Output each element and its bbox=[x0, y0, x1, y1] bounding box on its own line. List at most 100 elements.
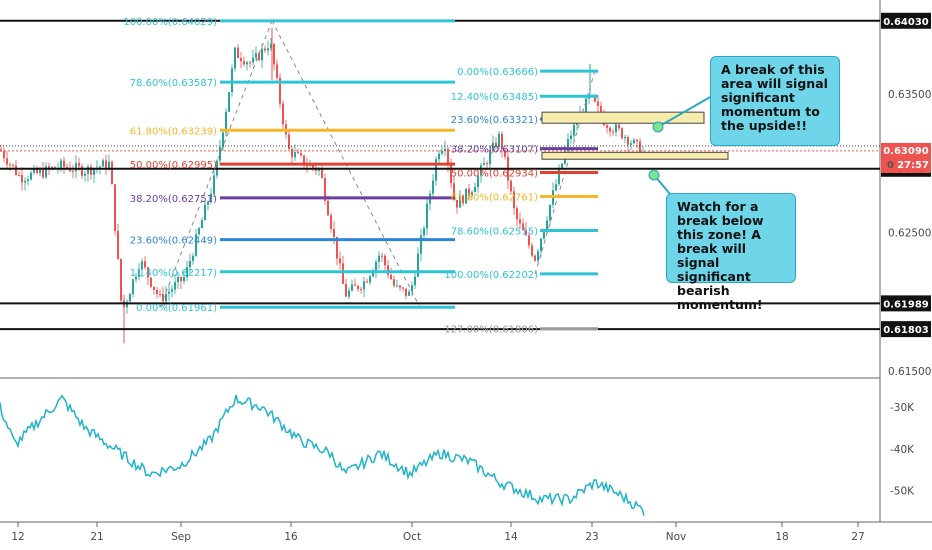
candle-body bbox=[147, 267, 149, 278]
price-axis-tick: 0.62500 bbox=[888, 228, 931, 240]
current-price-tag: 0.63090 bbox=[883, 146, 929, 157]
candle-body bbox=[609, 127, 611, 132]
candle-body bbox=[276, 64, 278, 78]
candle-body bbox=[222, 132, 224, 148]
candle-body bbox=[540, 238, 542, 252]
x-axis-tick: 21 bbox=[90, 531, 103, 543]
candle-body bbox=[630, 143, 632, 145]
candle-body bbox=[303, 155, 305, 166]
price-tag-bg bbox=[881, 321, 931, 338]
fib-level-label: 50.00%(0.62934) bbox=[451, 169, 538, 180]
candle-body bbox=[246, 62, 248, 65]
candle-body bbox=[210, 193, 212, 202]
candle-body bbox=[258, 53, 260, 61]
partial-price-tag: 0 bbox=[887, 160, 894, 171]
candle-body bbox=[231, 68, 233, 93]
candle-body bbox=[180, 277, 182, 282]
candle-body bbox=[129, 294, 131, 302]
candle-body bbox=[336, 236, 338, 259]
fib-level-label: 0.00%(0.61961) bbox=[136, 303, 217, 314]
candle-body bbox=[372, 271, 374, 277]
fib-level-label: 61.80%(0.63239) bbox=[130, 126, 217, 137]
candle-body bbox=[408, 291, 410, 296]
candle-body bbox=[546, 220, 548, 230]
candle-body bbox=[618, 124, 620, 129]
candle-body bbox=[126, 301, 128, 308]
candle-body bbox=[594, 95, 596, 102]
price-tag: 0.64030 bbox=[883, 17, 929, 28]
fib-level-label: 23.60%(0.63321) bbox=[451, 115, 538, 126]
candle-body bbox=[606, 125, 608, 128]
candle-body bbox=[477, 175, 479, 187]
candle-body bbox=[87, 166, 89, 174]
candle-body bbox=[72, 171, 74, 173]
fib-level-label: 50.00%(0.62995) bbox=[130, 160, 217, 171]
candle-body bbox=[255, 53, 257, 58]
candle-body bbox=[627, 136, 629, 145]
candle-body bbox=[111, 161, 113, 185]
candle-body bbox=[414, 276, 416, 286]
candle-body bbox=[495, 142, 497, 148]
candle-body bbox=[570, 135, 572, 140]
candle-body bbox=[354, 284, 356, 286]
candle-body bbox=[120, 258, 122, 301]
candle-body bbox=[264, 48, 266, 51]
candle-body bbox=[597, 101, 599, 106]
callout-pointer bbox=[657, 95, 713, 128]
price-tag: 0.61803 bbox=[883, 325, 929, 336]
fib-level-label: 100.00%(0.64029) bbox=[123, 17, 217, 28]
candle-body bbox=[33, 168, 35, 173]
candle-body bbox=[114, 184, 116, 231]
candle-body bbox=[558, 168, 560, 185]
candle-body bbox=[393, 279, 395, 286]
candle-body bbox=[360, 289, 362, 291]
x-axis-tick: 16 bbox=[284, 531, 298, 543]
candle-body bbox=[243, 61, 245, 65]
upper-zone bbox=[541, 111, 705, 124]
candle-body bbox=[240, 58, 242, 62]
callout-anchor bbox=[648, 169, 660, 181]
candle-body bbox=[219, 147, 221, 161]
candle-body bbox=[402, 287, 404, 289]
candle-body bbox=[444, 148, 446, 151]
oscillator-axis-tick: -30K bbox=[890, 402, 915, 414]
candle-body bbox=[54, 167, 56, 169]
candle-body bbox=[105, 160, 107, 169]
candle-body bbox=[306, 165, 308, 167]
candle-body bbox=[213, 175, 215, 194]
candle-body bbox=[0, 149, 2, 152]
candle-body bbox=[369, 276, 371, 283]
candle-body bbox=[324, 177, 326, 201]
candle-body bbox=[228, 92, 230, 112]
candle-body bbox=[159, 294, 161, 296]
candle-body bbox=[249, 62, 251, 64]
candle-body bbox=[39, 169, 41, 174]
candle-body bbox=[144, 261, 146, 268]
candle-body bbox=[36, 168, 38, 174]
x-axis-tick: 23 bbox=[585, 531, 598, 543]
candle-body bbox=[624, 136, 626, 139]
candle-body bbox=[237, 47, 239, 59]
candle-body bbox=[339, 258, 341, 264]
price-tag-bg bbox=[881, 295, 931, 312]
candle-body bbox=[453, 183, 455, 200]
fib-level-label: 127.00%(0.61806) bbox=[444, 325, 538, 336]
candle-body bbox=[390, 274, 392, 280]
candle-body bbox=[420, 235, 422, 254]
candle-body bbox=[327, 200, 329, 216]
candle-body bbox=[165, 293, 167, 302]
oscillator-line bbox=[0, 394, 645, 516]
candle-body bbox=[543, 229, 545, 239]
candle-body bbox=[183, 277, 185, 282]
candle-body bbox=[252, 57, 254, 63]
candle-body bbox=[534, 255, 536, 261]
countdown-timer: 27:57 bbox=[897, 160, 929, 171]
candle-body bbox=[333, 228, 335, 237]
candle-body bbox=[399, 285, 401, 288]
candle-body bbox=[48, 166, 50, 169]
candle-body bbox=[168, 291, 170, 294]
candle-body bbox=[18, 174, 20, 176]
candle-body bbox=[513, 191, 515, 209]
candle-body bbox=[378, 255, 380, 262]
candle-body bbox=[102, 160, 104, 167]
